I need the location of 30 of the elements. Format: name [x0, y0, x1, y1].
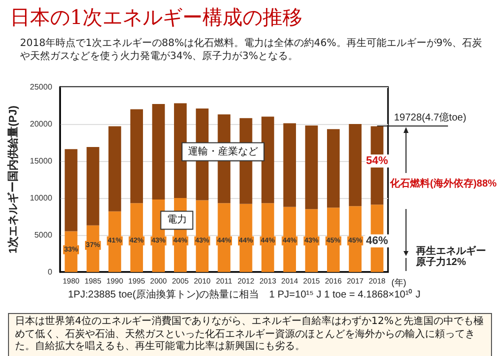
y-tick-label: 20000 [30, 120, 53, 128]
y-tick-label: 25000 [30, 82, 53, 92]
bar [64, 149, 78, 232]
x-axis-title: (年) [391, 278, 406, 288]
bar [305, 125, 318, 210]
y-tick-label: 5000 [34, 230, 53, 240]
bar [86, 146, 100, 226]
y-tick-label: 0 [48, 268, 53, 276]
text: 日本は世界第4位のエネルギー消費国でありながら、エネルギー自給率はわずか12%と先進国の中でも極めて低く、石炭や石油、天然ガスといった化石エネルギー資源のほとんどを海外からの輸入に頼ってきた。自給拡大を唱えるも、再生可能電力比率は新興国にも劣る。 [8, 313, 492, 356]
bar [261, 116, 274, 204]
bar [130, 109, 143, 204]
bar [108, 126, 122, 212]
y-tick-label: 10000 [30, 194, 53, 202]
text: 1PJ:23885 toe(原油換算トン)の熱量に相当 1 PJ=10¹⁵ J 1 toe = 4.1868×10¹⁰ J [68, 288, 420, 300]
y-axis-title: 1次エネルギー国内供給量(PJ) [6, 105, 20, 254]
annotation: 19728(4.7億toe) [394, 112, 466, 124]
y-tick-label: 15000 [30, 156, 53, 166]
bar [152, 104, 165, 200]
bar [174, 103, 187, 198]
series-label: 運輸・産業など [188, 145, 258, 158]
text: 再生エネルギー原子力12% [415, 245, 486, 268]
bar [283, 123, 296, 207]
chart-title: 日本の1次エネルギー構成の推移 [10, 4, 303, 31]
chart-subtitle: 2018年時点で1次エネルギーの88%は化石燃料。電力は全体の約46%。再生可能エルギーが9%、石炭や天然ガスなどを使う火力発電が34%、原子力が3%となる。 [20, 37, 484, 63]
annotation: 46% [366, 234, 388, 247]
series-label: 電力 [166, 214, 187, 226]
bar [348, 124, 362, 206]
bar [327, 129, 340, 208]
text: 化石燃料(海外依存)88% [389, 178, 497, 190]
annotation: 54% [366, 155, 388, 167]
